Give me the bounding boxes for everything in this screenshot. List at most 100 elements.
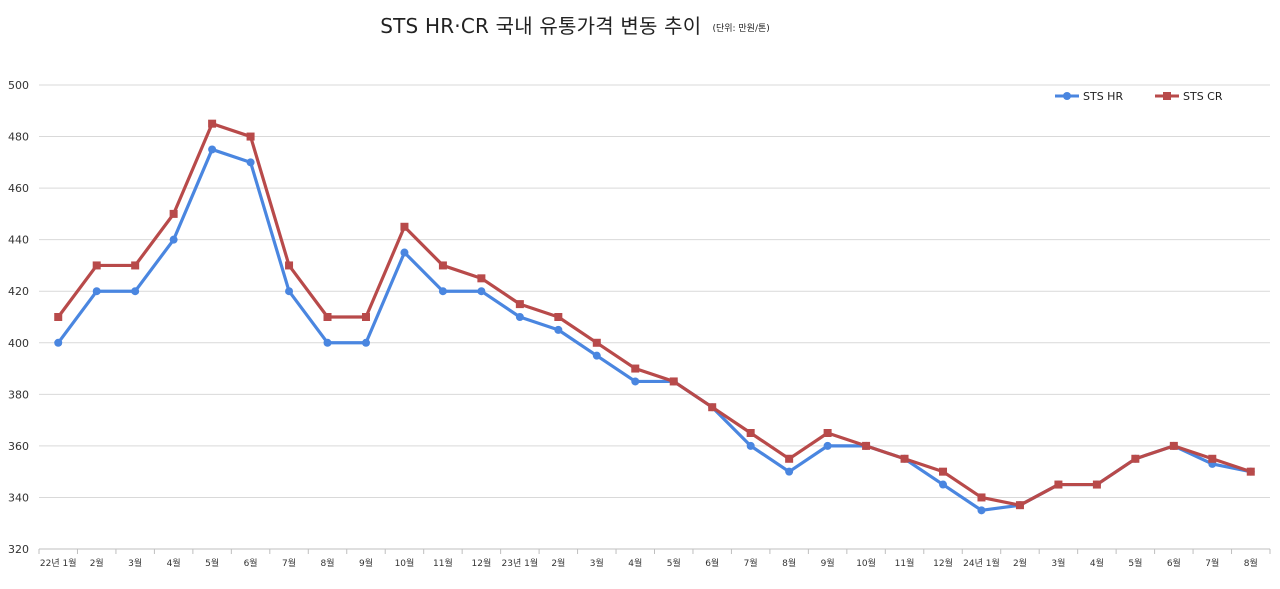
legend-marker: [1063, 92, 1071, 100]
x-tick-label: 2월: [551, 557, 565, 569]
data-point: [400, 248, 409, 257]
data-point: [1246, 467, 1255, 476]
x-tick-label: 10월: [856, 557, 876, 569]
y-tick-label: 500: [8, 79, 29, 92]
legend-item-1: STS CR: [1155, 90, 1223, 103]
legend-item-0: STS HR: [1055, 90, 1123, 103]
x-tick-label: 10월: [395, 557, 415, 569]
data-point: [361, 313, 370, 321]
data-point: [361, 338, 370, 347]
legend-label: STS HR: [1083, 90, 1123, 103]
data-point: [746, 441, 755, 450]
y-tick-label: 380: [8, 388, 29, 401]
data-point: [823, 441, 832, 450]
data-point: [1131, 454, 1140, 463]
data-point: [1054, 480, 1063, 489]
data-point: [323, 313, 332, 321]
x-tick-label: 9월: [821, 557, 835, 569]
data-point: [631, 377, 640, 386]
series-1: [54, 119, 1255, 510]
x-tick-label: 5월: [667, 557, 681, 569]
data-point: [592, 338, 601, 347]
data-point: [285, 261, 294, 270]
data-point: [54, 313, 63, 321]
data-point: [785, 467, 794, 476]
data-point: [631, 364, 640, 373]
data-point: [246, 158, 255, 167]
x-tick-label: 12월: [933, 557, 953, 569]
x-tick-label: 22년 1월: [40, 557, 77, 569]
x-tick-label: 24년 1월: [963, 557, 1000, 569]
data-point: [515, 313, 524, 321]
series-line: [56, 122, 1253, 507]
data-point: [323, 338, 332, 347]
data-point: [900, 454, 909, 463]
chart-subtitle: (단위: 만원/톤): [712, 24, 770, 34]
y-tick-label: 340: [8, 491, 29, 504]
series-0: [54, 145, 1255, 515]
x-tick-label: 8월: [321, 557, 335, 569]
data-point: [823, 429, 832, 437]
data-point: [169, 209, 178, 218]
x-tick-label: 3월: [128, 557, 142, 569]
data-point: [246, 132, 255, 141]
y-axis-tick-labels: 320 340 360 380 400 420 440 460 480 500: [8, 79, 29, 556]
data-point: [438, 287, 447, 296]
x-tick-label: 3월: [590, 557, 604, 569]
data-point: [92, 287, 101, 296]
y-tick-label: 400: [8, 337, 29, 350]
series-group: [54, 119, 1255, 515]
data-point: [977, 506, 986, 515]
chart-title-block: STS HR·CR 국내 유통가격 변동 추이 (단위: 만원/톤): [0, 10, 1150, 39]
data-point: [54, 338, 63, 347]
data-point: [1015, 501, 1024, 510]
x-tick-label: 8월: [782, 557, 796, 569]
data-point: [92, 261, 101, 270]
x-tick-label: 5월: [205, 557, 219, 569]
data-point: [554, 325, 563, 334]
x-tick-label: 2월: [90, 557, 104, 569]
data-point: [131, 261, 140, 270]
y-tick-label: 480: [8, 131, 29, 144]
x-tick-label: 6월: [705, 557, 719, 569]
x-tick-label: 4월: [628, 557, 642, 569]
y-tick-label: 420: [8, 285, 29, 298]
x-tick-label: 12월: [472, 557, 492, 569]
data-point: [746, 429, 755, 437]
x-tick-label: 4월: [1090, 557, 1104, 569]
x-tick-label: 4월: [167, 557, 181, 569]
data-point: [1208, 454, 1217, 463]
y-tick-label: 320: [8, 543, 29, 556]
data-point: [208, 119, 217, 128]
x-tick-label: 7월: [744, 557, 758, 569]
data-point: [785, 454, 794, 463]
x-tick-label: 3월: [1051, 557, 1065, 569]
x-tick-label: 9월: [359, 557, 373, 569]
legend: STS HR STS CR: [1055, 90, 1223, 103]
data-point: [208, 145, 217, 154]
data-point: [477, 287, 486, 296]
x-tick-label: 23년 1월: [502, 557, 539, 569]
data-point: [592, 351, 601, 360]
series-line: [56, 147, 1253, 512]
chart-title: STS HR·CR 국내 유통가격 변동 추이: [380, 14, 702, 38]
x-axis-tick-labels: 22년 1월 2월 3월 4월 5월 6월 7월 8월 9월 10월 11월 12월 23년 1월 2월 3…: [40, 557, 1258, 569]
x-tick-label: 8월: [1244, 557, 1258, 569]
x-tick-label: 11월: [433, 557, 453, 569]
data-point: [977, 493, 986, 502]
y-tick-label: 460: [8, 182, 29, 195]
data-point: [939, 480, 948, 489]
data-point: [400, 222, 409, 231]
data-point: [1169, 441, 1178, 450]
x-tick-label: 11월: [895, 557, 915, 569]
legend-marker: [1163, 92, 1171, 100]
data-point: [554, 313, 563, 321]
data-point: [708, 403, 717, 412]
data-point: [669, 377, 678, 386]
data-point: [438, 261, 447, 270]
x-tick-label: 6월: [244, 557, 258, 569]
data-point: [862, 441, 871, 450]
legend-label: STS CR: [1183, 90, 1223, 103]
